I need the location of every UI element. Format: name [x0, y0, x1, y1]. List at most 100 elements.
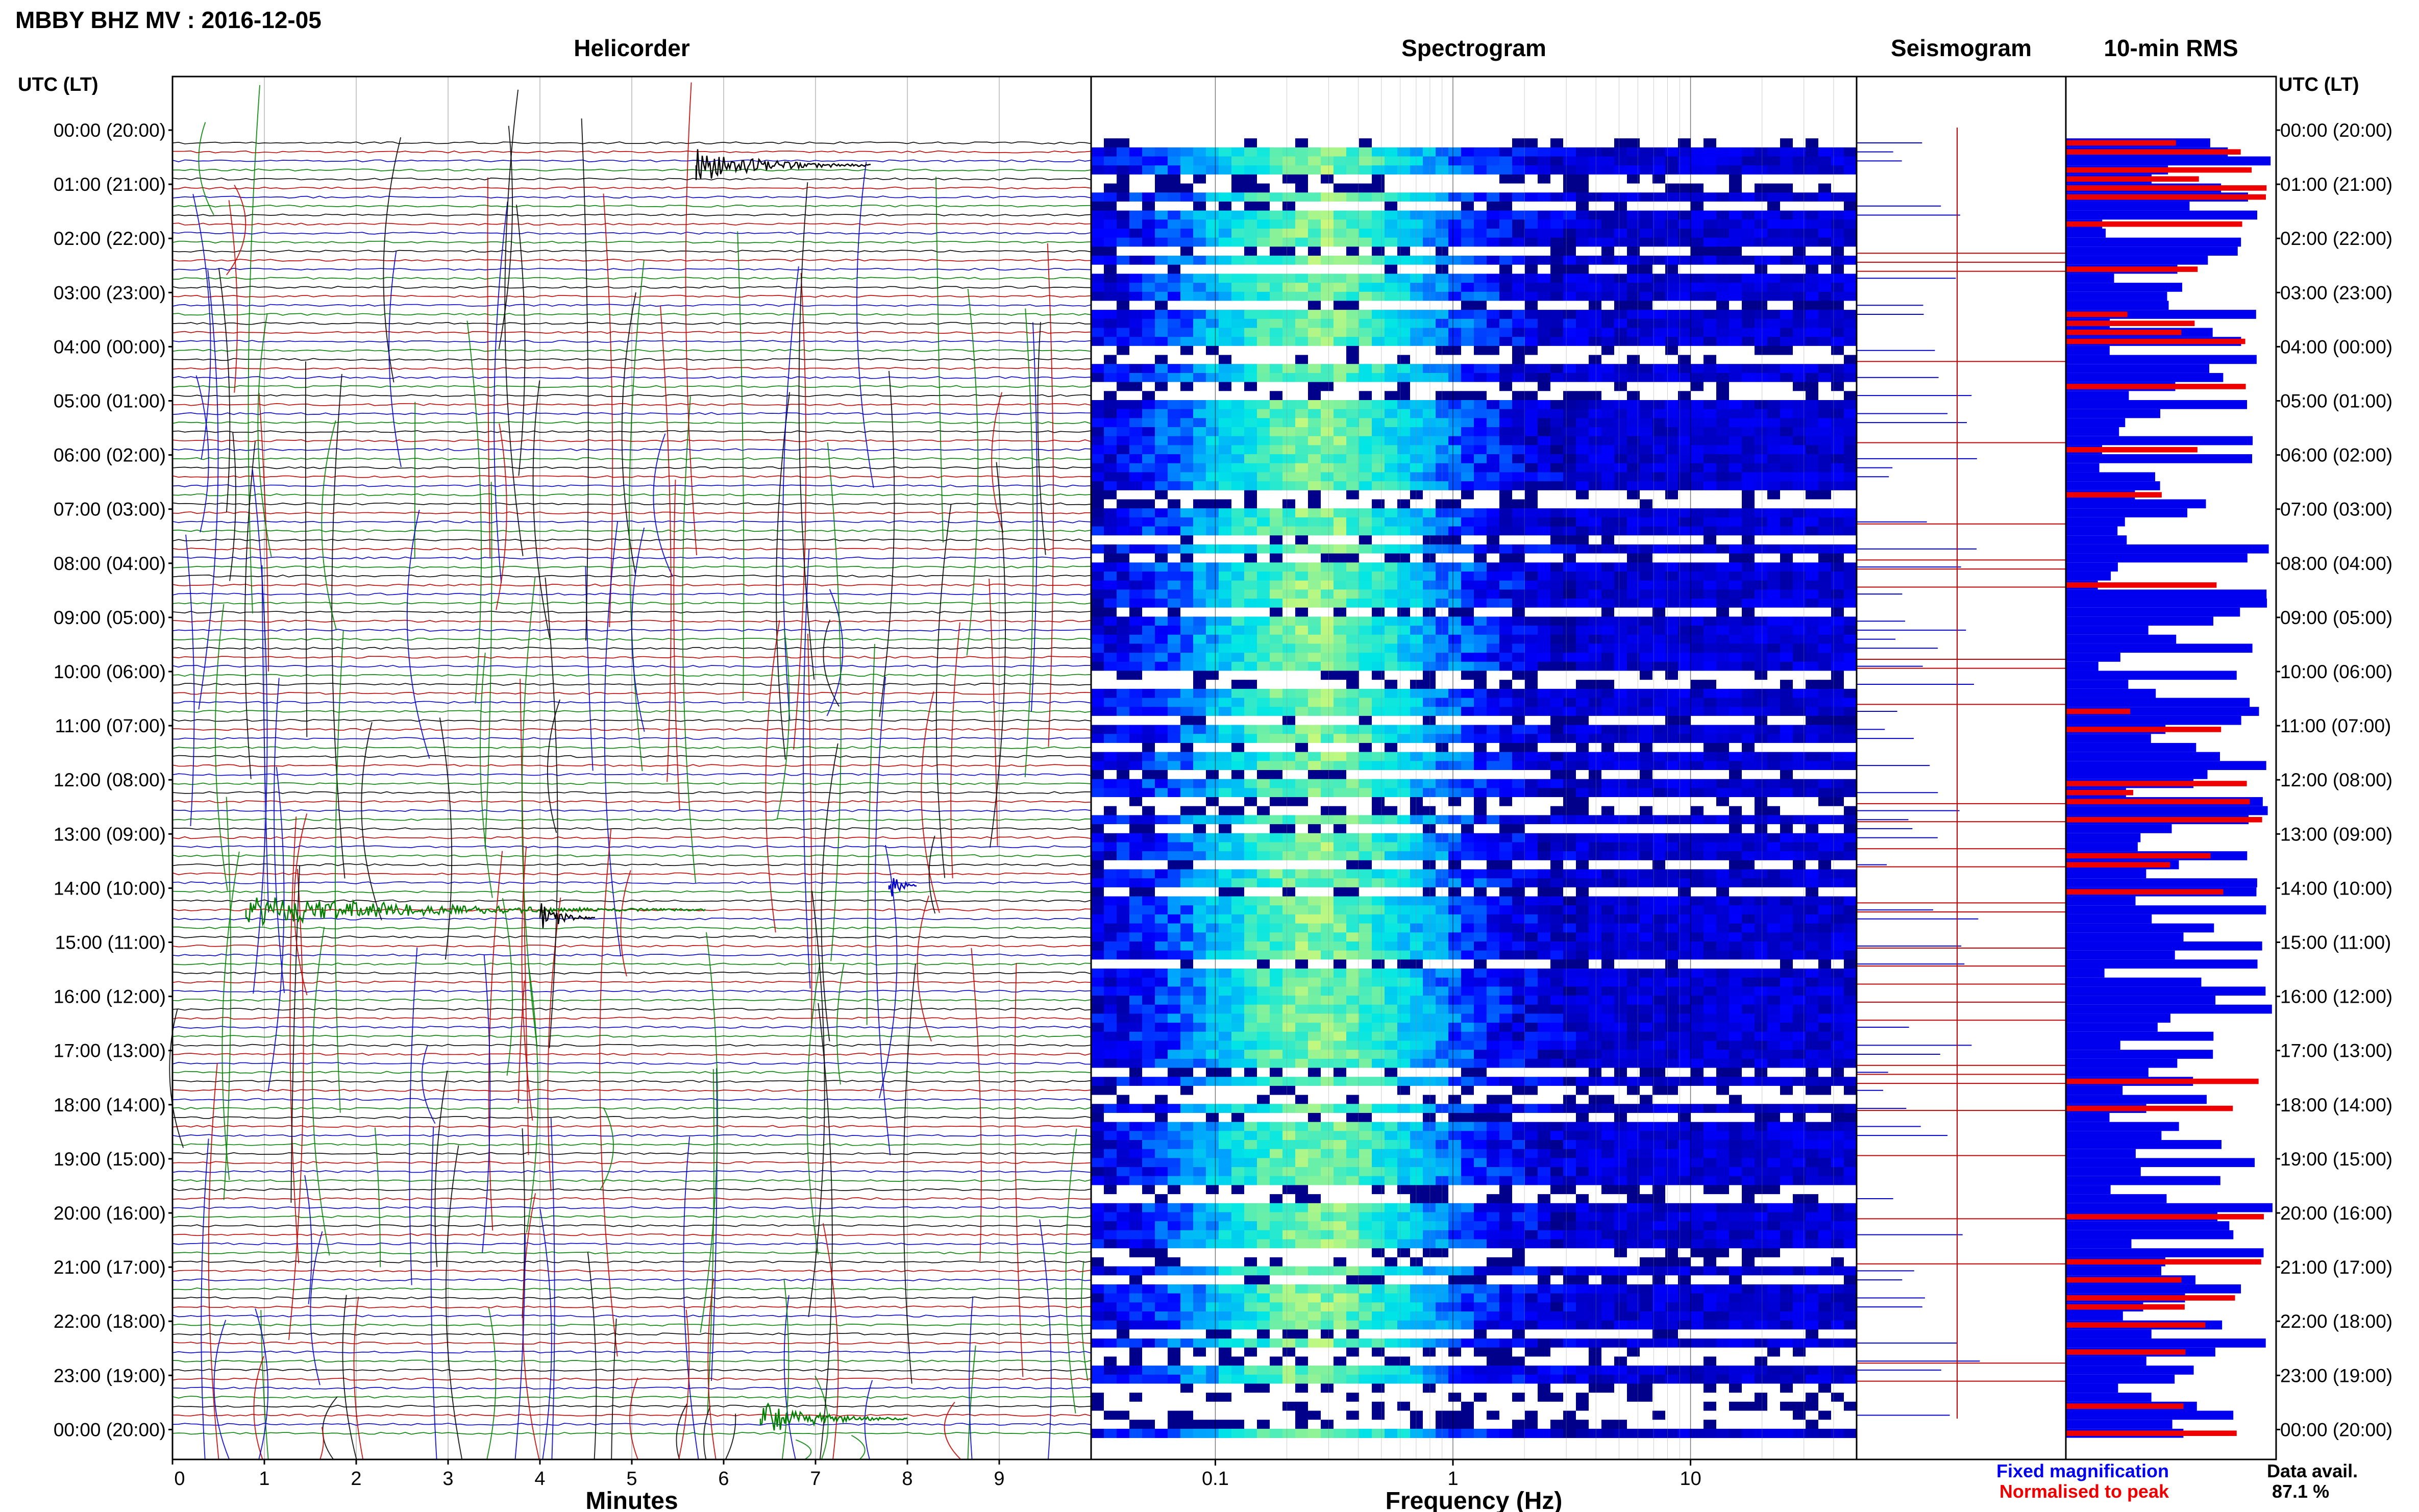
spectrogram-cell [1806, 526, 1819, 536]
spectrogram-cell [1244, 589, 1257, 599]
spectrogram-cell [1729, 860, 1742, 870]
spectrogram-cell [1410, 156, 1423, 166]
spectrogram-cell [1321, 436, 1334, 445]
spectrogram-cell [1487, 463, 1500, 473]
spectrogram-cell [1244, 373, 1257, 383]
spectrogram-cell [1461, 860, 1474, 870]
spectrogram-cell [1831, 436, 1844, 445]
spectrogram-cell [1563, 219, 1576, 229]
spectrogram-cell [1831, 571, 1844, 581]
spectrogram-cell [1359, 256, 1372, 265]
spectrogram-cell [1844, 219, 1857, 229]
spectrogram-cell [1436, 725, 1449, 734]
spectrogram-cell [1576, 526, 1589, 536]
spectrogram-cell [1742, 436, 1755, 445]
spectrogram-cell [1729, 698, 1742, 707]
spectrogram-cell [1423, 842, 1436, 852]
spectrogram-cell [1180, 715, 1194, 726]
spectrogram-cell [1104, 345, 1117, 356]
spectrogram-cell [1691, 246, 1704, 256]
spectrogram-cell [1499, 680, 1513, 689]
spectrogram-cell [1601, 643, 1615, 653]
spectrogram-cell [1806, 138, 1819, 148]
spectrogram-cell [1359, 210, 1372, 220]
spectrogram-cell [1474, 237, 1487, 247]
spectrogram-cell [1219, 382, 1232, 391]
spectrogram-cell [1716, 643, 1730, 653]
spectrogram-cell [1576, 409, 1589, 418]
spectrogram-cell [1818, 634, 1832, 644]
spectrogram-cell [1576, 183, 1589, 193]
spectrogram-cell [1321, 553, 1334, 563]
spectrogram-cell [1831, 634, 1844, 644]
spectrogram-cell [1589, 626, 1602, 635]
spectrogram-cell [1742, 580, 1755, 590]
spectrogram-cell [1359, 409, 1372, 418]
spectrogram-cell [1308, 246, 1321, 256]
spectrogram-cell [1372, 481, 1385, 491]
spectrogram-cell [1704, 535, 1717, 545]
spectrogram-cell [1295, 310, 1309, 319]
spectrogram-cell [1729, 653, 1742, 662]
spectrogram-cell [1270, 869, 1283, 879]
spectrogram-cell [1155, 734, 1168, 743]
spectrogram-cell [1742, 715, 1755, 726]
spectrogram-cell [1091, 256, 1104, 265]
spectrogram-cell [1346, 391, 1360, 401]
spectrogram-cell [1550, 138, 1564, 148]
spectrogram-cell [1818, 165, 1832, 175]
spectrogram-cell [1806, 310, 1819, 319]
spectrogram-cell [1742, 481, 1755, 491]
spectrogram-cell [1244, 616, 1257, 626]
spectrogram-cell [1678, 237, 1691, 247]
spectrogram-cell [1219, 201, 1232, 211]
spectrogram-cell [1844, 364, 1857, 374]
spectrogram-cell [1180, 661, 1194, 671]
spectrogram-cell [1601, 337, 1615, 346]
spectrogram-cell [1716, 824, 1730, 834]
spectrogram-cell [1767, 580, 1781, 590]
spectrogram-cell [1155, 580, 1168, 590]
spectrogram-cell [1487, 562, 1500, 572]
spectrogram-cell [1231, 824, 1245, 834]
spectrogram-cell [1691, 860, 1704, 870]
spectrogram-cell [1385, 680, 1398, 689]
spectrogram-cell [1525, 752, 1538, 761]
spectrogram-cell [1282, 589, 1296, 599]
spectrogram-cell [1627, 517, 1640, 527]
spectrogram-cell [1397, 228, 1411, 238]
spectrogram-cell [1321, 499, 1334, 509]
spectrogram-cell [1665, 454, 1679, 464]
spectrogram-cell [1282, 256, 1296, 265]
spectrogram-cell [1219, 508, 1232, 518]
spectrogram-cell [1601, 661, 1615, 671]
spectrogram-cell [1321, 427, 1334, 437]
spectrogram-cell [1257, 318, 1270, 329]
spectrogram-cell [1117, 544, 1130, 554]
spectrogram-cell [1550, 544, 1564, 554]
spectrogram-cell [1436, 264, 1449, 274]
spectrogram-cell [1601, 499, 1615, 509]
spectrogram-cell [1180, 499, 1194, 509]
spectrogram-cell [1818, 246, 1832, 256]
spectrogram-cell [1206, 436, 1219, 445]
spectrogram-cell [1525, 391, 1538, 401]
spectrogram-cell [1652, 445, 1666, 455]
spectrogram-cell [1397, 274, 1411, 283]
spectrogram-cell [1091, 445, 1104, 455]
spectrogram-cell [1704, 310, 1717, 319]
spectrogram-cell [1257, 237, 1270, 247]
spectrogram-cell [1589, 373, 1602, 383]
spectrogram-cell [1206, 535, 1219, 545]
spectrogram-cell [1525, 283, 1538, 292]
spectrogram-cell [1665, 427, 1679, 437]
spectrogram-cell [1410, 192, 1423, 202]
spectrogram-cell [1117, 517, 1130, 527]
spectrogram-cell [1563, 688, 1576, 699]
spectrogram-cell [1270, 274, 1283, 283]
spectrogram-cell [1359, 201, 1372, 211]
spectrogram-cell [1474, 815, 1487, 825]
spectrogram-cell [1563, 391, 1576, 401]
spectrogram-cell [1206, 887, 1219, 897]
spectrogram-cell [1295, 364, 1309, 374]
